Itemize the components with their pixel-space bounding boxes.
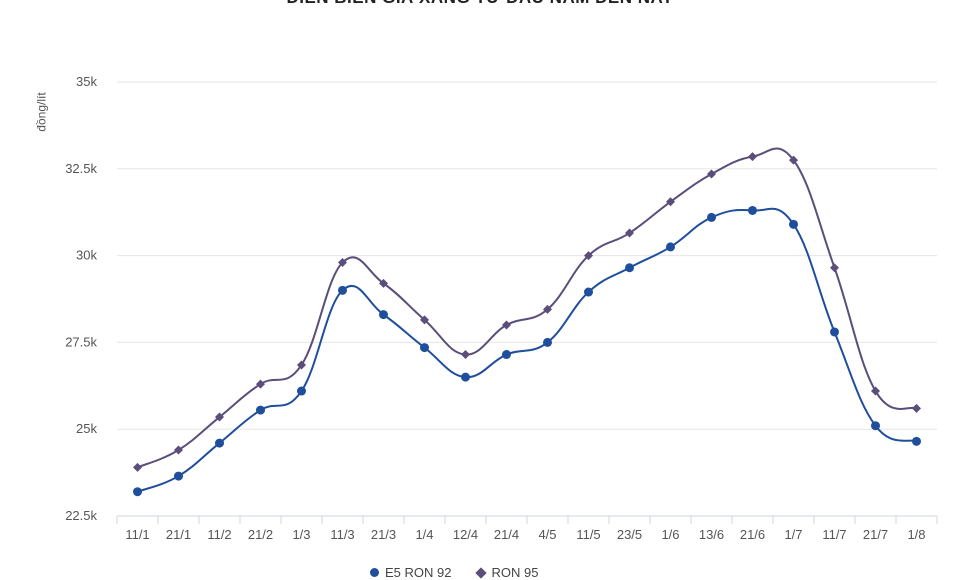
x-tick-label: 1/3 bbox=[292, 527, 310, 542]
data-point-e5-ron92 bbox=[461, 372, 470, 382]
data-point-e5-ron92 bbox=[871, 421, 880, 431]
data-point-ron95 bbox=[543, 304, 552, 314]
x-tick-label: 21/3 bbox=[371, 527, 396, 542]
data-point-ron95 bbox=[461, 350, 470, 360]
data-point-e5-ron92 bbox=[215, 438, 224, 448]
legend-item-e5[interactable]: E5 RON 92 bbox=[370, 565, 451, 580]
y-tick-label: 22.5k bbox=[65, 508, 97, 523]
data-point-ron95 bbox=[379, 278, 388, 288]
x-tick-label: 1/4 bbox=[415, 527, 433, 542]
data-point-e5-ron92 bbox=[256, 405, 265, 415]
data-point-e5-ron92 bbox=[420, 343, 429, 353]
x-tick-label: 21/1 bbox=[166, 527, 191, 542]
data-point-e5-ron92 bbox=[297, 386, 306, 396]
y-tick-label: 25k bbox=[76, 421, 97, 436]
data-point-e5-ron92 bbox=[133, 487, 142, 497]
legend-label-e5: E5 RON 92 bbox=[385, 565, 452, 580]
data-point-e5-ron92 bbox=[625, 263, 634, 273]
data-point-e5-ron92 bbox=[379, 310, 388, 320]
data-point-ron95 bbox=[748, 152, 757, 162]
data-point-ron95 bbox=[666, 197, 675, 207]
data-point-e5-ron92 bbox=[912, 436, 921, 446]
x-tick-label: 11/3 bbox=[330, 527, 354, 542]
legend-marker-e5 bbox=[370, 568, 379, 577]
y-tick-label: 30k bbox=[76, 248, 97, 263]
x-tick-label: 1/8 bbox=[907, 527, 925, 542]
data-point-ron95 bbox=[256, 379, 265, 389]
legend-marker-ron95 bbox=[475, 566, 488, 579]
data-point-ron95 bbox=[133, 462, 142, 472]
data-point-ron95 bbox=[297, 360, 306, 370]
data-point-ron95 bbox=[625, 228, 634, 238]
data-point-ron95 bbox=[215, 412, 224, 422]
data-point-ron95 bbox=[420, 315, 429, 325]
x-tick-label: 12/4 bbox=[453, 527, 478, 542]
data-point-ron95 bbox=[502, 320, 511, 330]
legend-label-ron95: RON 95 bbox=[491, 565, 539, 580]
legend-item-ron95[interactable]: RON 95 bbox=[475, 565, 539, 580]
x-tick-label: 11/7 bbox=[822, 527, 846, 542]
data-point-e5-ron92 bbox=[830, 327, 839, 337]
data-point-e5-ron92 bbox=[666, 242, 675, 252]
data-point-e5-ron92 bbox=[707, 212, 716, 222]
data-point-ron95 bbox=[871, 386, 880, 396]
data-point-e5-ron92 bbox=[543, 337, 552, 347]
series-line-e5-ron92 bbox=[137, 207, 917, 493]
x-tick-label: 21/2 bbox=[248, 527, 273, 542]
data-point-e5-ron92 bbox=[338, 285, 347, 295]
x-tick-label: 21/6 bbox=[740, 527, 765, 542]
data-point-e5-ron92 bbox=[502, 350, 511, 360]
x-tick-label: 11/1 bbox=[125, 527, 149, 542]
y-tick-label: 35k bbox=[76, 74, 97, 89]
data-point-e5-ron92 bbox=[789, 219, 798, 229]
legend: E5 RON 92 RON 95 bbox=[370, 565, 538, 580]
x-tick-label: 11/2 bbox=[207, 527, 231, 542]
chart-title: DIỄN BIẾN GIÁ XĂNG TỪ ĐẦU NĂM ĐẾN NAY bbox=[0, 0, 960, 8]
x-tick-label: 1/7 bbox=[784, 527, 802, 542]
data-point-ron95 bbox=[338, 258, 347, 268]
data-point-ron95 bbox=[174, 445, 183, 455]
x-tick-label: 11/5 bbox=[576, 527, 600, 542]
data-point-ron95 bbox=[584, 251, 593, 261]
data-point-ron95 bbox=[830, 263, 839, 273]
data-point-ron95 bbox=[707, 169, 716, 179]
data-point-e5-ron92 bbox=[584, 287, 593, 297]
data-point-e5-ron92 bbox=[174, 471, 183, 481]
x-tick-label: 21/7 bbox=[863, 527, 888, 542]
y-tick-label: 32.5k bbox=[65, 161, 97, 176]
data-point-ron95 bbox=[912, 403, 921, 413]
series-line-ron95 bbox=[137, 147, 917, 469]
x-tick-label: 23/5 bbox=[617, 527, 642, 542]
y-tick-label: 27.5k bbox=[65, 334, 97, 349]
x-tick-label: 13/6 bbox=[699, 527, 724, 542]
data-point-ron95 bbox=[789, 155, 798, 165]
x-tick-label: 4/5 bbox=[538, 527, 556, 542]
x-tick-label: 1/6 bbox=[661, 527, 679, 542]
data-point-e5-ron92 bbox=[748, 205, 757, 215]
x-tick-label: 21/4 bbox=[494, 527, 519, 542]
